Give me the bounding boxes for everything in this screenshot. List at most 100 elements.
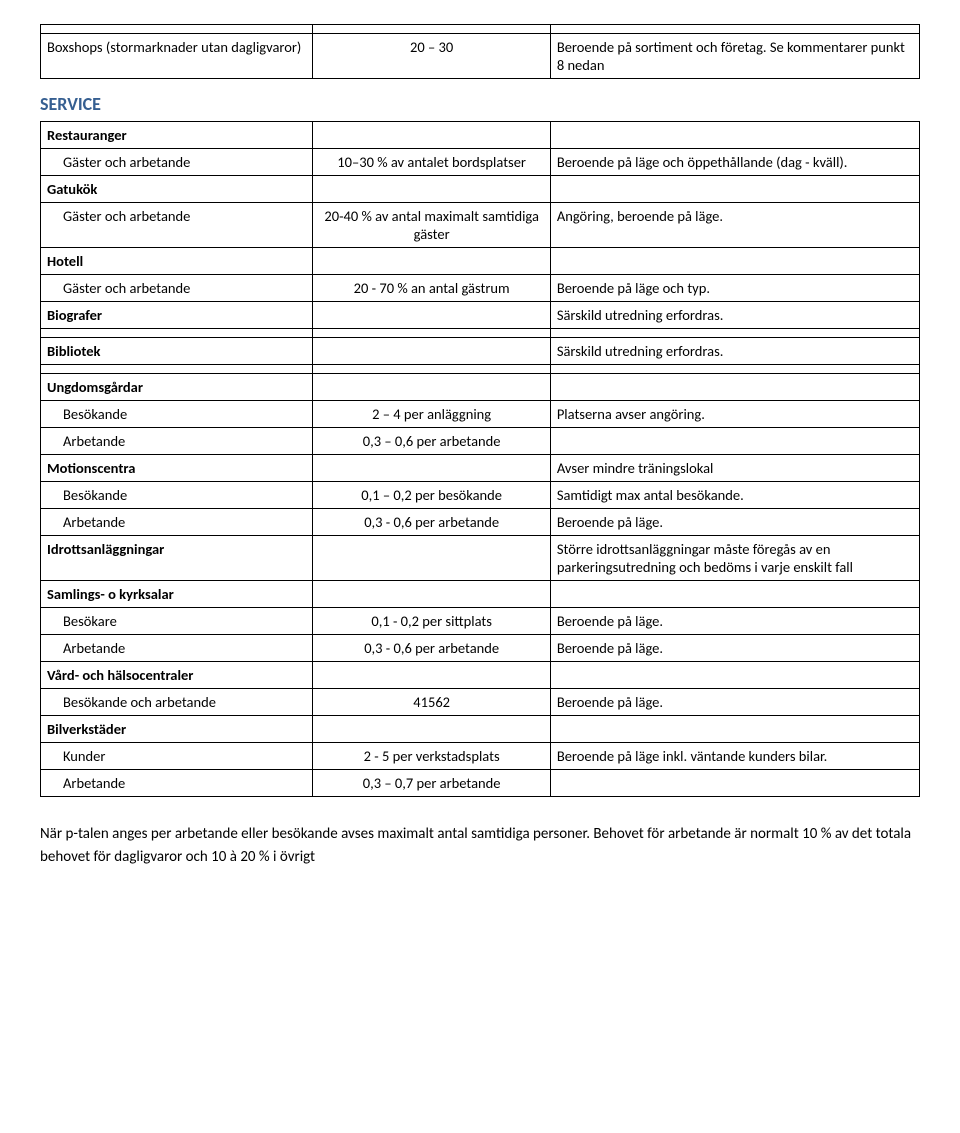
cell-label: Hotell (41, 248, 313, 275)
cell-note: Beroende på läge och öppethållande (dag … (550, 149, 919, 176)
cell-note: Större idrottsanläggningar måste föregås… (550, 536, 919, 581)
table-row: Gatukök (41, 176, 920, 203)
table-row: Arbetande0,3 – 0,7 per arbetande (41, 770, 920, 797)
cell-note: Angöring, beroende på läge. (550, 203, 919, 248)
cell-value (313, 581, 550, 608)
table-row: Kunder2 - 5 per verkstadsplatsBeroende p… (41, 743, 920, 770)
top-table: Boxshops (stormarknader utan dagligvaror… (40, 24, 920, 79)
table-row: Samlings- o kyrksalar (41, 581, 920, 608)
cell-label (41, 25, 313, 34)
cell-note (550, 25, 919, 34)
cell-note: Beroende på läge inkl. väntande kunders … (550, 743, 919, 770)
cell-label: Bibliotek (41, 338, 313, 365)
table-row: Besökande och arbetande41562Beroende på … (41, 689, 920, 716)
cell-label: Biografer (41, 302, 313, 329)
cell-label: Ungdomsgårdar (41, 374, 313, 401)
cell-value: 41562 (313, 689, 550, 716)
cell-note (550, 248, 919, 275)
cell-note: Beroende på läge och typ. (550, 275, 919, 302)
cell-label: Gatukök (41, 176, 313, 203)
table-row (41, 25, 920, 34)
table-row: Besökande2 – 4 per anläggningPlatserna a… (41, 401, 920, 428)
table-row (41, 365, 920, 374)
cell-label: Restauranger (41, 122, 313, 149)
table-row: Idrottsanläggningar Större idrottsanläggn… (41, 536, 920, 581)
cell-note: Beroende på läge. (550, 689, 919, 716)
table-row: Gäster och arbetande10–30 % av antalet b… (41, 149, 920, 176)
cell-label (41, 365, 313, 374)
cell-value (313, 248, 550, 275)
table-row: Restauranger (41, 122, 920, 149)
cell-label: Kunder (41, 743, 313, 770)
cell-label: Idrottsanläggningar (41, 536, 313, 581)
cell-value (313, 338, 550, 365)
cell-value (313, 374, 550, 401)
footer-paragraph: När p-talen anges per arbetande eller be… (40, 823, 920, 870)
cell-note: Särskild utredning erfordras. (550, 302, 919, 329)
cell-label: Besökare (41, 608, 313, 635)
cell-value (313, 365, 550, 374)
cell-label: Vård- och hälsocentraler (41, 662, 313, 689)
service-table: RestaurangerGäster och arbetande10–30 % … (40, 121, 920, 797)
cell-value: 2 - 5 per verkstadsplats (313, 743, 550, 770)
cell-value: 0,3 – 0,6 per arbetande (313, 428, 550, 455)
table-row: Motionscentra Avser mindre träningslokal (41, 455, 920, 482)
table-row: Ungdomsgårdar (41, 374, 920, 401)
cell-note: Beroende på läge. (550, 509, 919, 536)
cell-value: 20-40 % av antal maximalt samtidiga gäst… (313, 203, 550, 248)
cell-label: Besökande (41, 482, 313, 509)
cell-note (550, 662, 919, 689)
cell-value: 20 – 30 (313, 34, 550, 79)
table-row: Arbetande0,3 – 0,6 per arbetande (41, 428, 920, 455)
table-row: Bibliotek Särskild utredning erfordras. (41, 338, 920, 365)
cell-value: 2 – 4 per anläggning (313, 401, 550, 428)
cell-value (313, 455, 550, 482)
table-row: Biografer Särskild utredning erfordras. (41, 302, 920, 329)
cell-value (313, 176, 550, 203)
cell-label: Motionscentra (41, 455, 313, 482)
cell-label (41, 329, 313, 338)
cell-note (550, 716, 919, 743)
table-row: Besökare0,1 - 0,2 per sittplatsBeroende … (41, 608, 920, 635)
cell-note: Särskild utredning erfordras. (550, 338, 919, 365)
cell-note (550, 374, 919, 401)
cell-label: Samlings- o kyrksalar (41, 581, 313, 608)
cell-label: Gäster och arbetande (41, 203, 313, 248)
cell-note (550, 122, 919, 149)
table-row: Arbetande0,3 - 0,6 per arbetandeBeroende… (41, 509, 920, 536)
cell-label: Arbetande (41, 509, 313, 536)
table-row: Hotell (41, 248, 920, 275)
cell-note: Beroende på läge. (550, 608, 919, 635)
cell-note (550, 770, 919, 797)
cell-value (313, 536, 550, 581)
cell-note: Beroende på sortiment och företag. Se ko… (550, 34, 919, 79)
cell-note: Samtidigt max antal besökande. (550, 482, 919, 509)
table-row: Boxshops (stormarknader utan dagligvaror… (41, 34, 920, 79)
table-row: Arbetande0,3 - 0,6 per arbetandeBeroende… (41, 635, 920, 662)
cell-label: Gäster och arbetande (41, 275, 313, 302)
cell-note: Beroende på läge. (550, 635, 919, 662)
cell-note (550, 428, 919, 455)
cell-value (313, 662, 550, 689)
table-row (41, 329, 920, 338)
cell-label: Arbetande (41, 635, 313, 662)
cell-value: 0,1 – 0,2 per besökande (313, 482, 550, 509)
cell-value (313, 122, 550, 149)
cell-note: Avser mindre träningslokal (550, 455, 919, 482)
cell-note (550, 176, 919, 203)
cell-label: Gäster och arbetande (41, 149, 313, 176)
cell-value: 0,3 - 0,6 per arbetande (313, 635, 550, 662)
cell-label: Bilverkstäder (41, 716, 313, 743)
cell-value: 20 - 70 % an antal gästrum (313, 275, 550, 302)
cell-value: 0,3 - 0,6 per arbetande (313, 509, 550, 536)
cell-note (550, 365, 919, 374)
table-row: Vård- och hälsocentraler (41, 662, 920, 689)
cell-value (313, 25, 550, 34)
cell-value (313, 329, 550, 338)
cell-value: 0,3 – 0,7 per arbetande (313, 770, 550, 797)
table-row: Bilverkstäder (41, 716, 920, 743)
table-row: Gäster och arbetande20-40 % av antal max… (41, 203, 920, 248)
cell-value: 0,1 - 0,2 per sittplats (313, 608, 550, 635)
cell-label: Besökande (41, 401, 313, 428)
cell-label: Arbetande (41, 770, 313, 797)
